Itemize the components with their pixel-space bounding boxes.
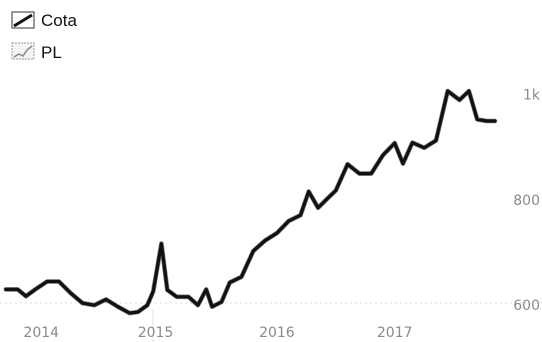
- series-line-pl: [3, 88, 498, 316]
- x-axis: 2014 2015 2016 2017: [23, 325, 412, 341]
- legend-label-pl: PL: [41, 43, 62, 62]
- x-tick-label: 2014: [23, 325, 59, 341]
- legend-item-cota: Cota: [11, 11, 77, 30]
- y-tick-label: 1k: [523, 88, 541, 104]
- legend-swatch-line-pl: [13, 45, 33, 58]
- series-layer: [3, 88, 498, 316]
- y-tick-label: 800: [513, 193, 540, 209]
- y-tick-label: 600: [513, 298, 540, 314]
- legend-swatch-line-cota: [13, 13, 33, 28]
- y-axis: 600 800 1k: [513, 88, 541, 314]
- x-tick-label: 2016: [259, 325, 295, 341]
- x-tick-label: 2015: [138, 325, 174, 341]
- series-line-cota: [4, 89, 497, 315]
- x-tick-label: 2017: [377, 325, 413, 341]
- legend-item-pl: PL: [11, 42, 62, 62]
- legend-label-cota: Cota: [41, 11, 77, 30]
- legend: Cota PL: [11, 11, 77, 62]
